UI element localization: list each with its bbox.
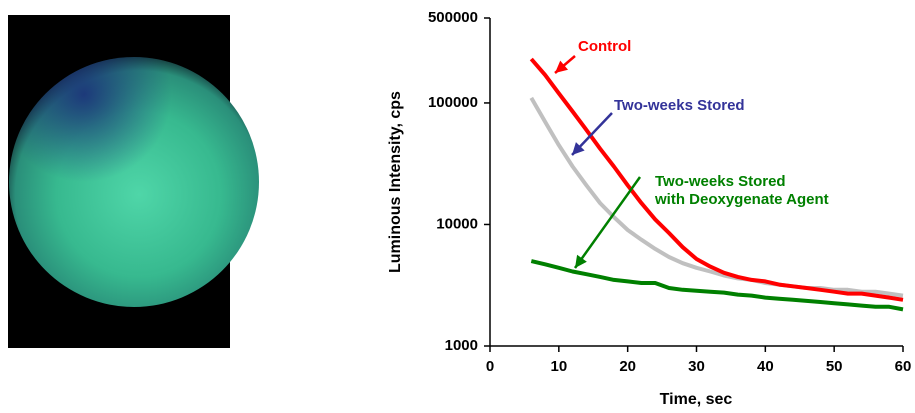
x-tick-label: 40 bbox=[757, 358, 774, 375]
y-tick-label: 100000 bbox=[428, 94, 478, 111]
annotation: Two-weeks Stored bbox=[614, 97, 745, 114]
x-tick-label: 20 bbox=[619, 358, 636, 375]
chart: Time, sec Luminous Intensity, cps 1000 10… bbox=[387, 9, 911, 408]
photo bbox=[8, 15, 259, 348]
annotation: with Deoxygenate Agent bbox=[654, 191, 829, 208]
y-tick-label: 10000 bbox=[436, 215, 478, 232]
x-tick-label: 0 bbox=[486, 358, 494, 375]
arrow-head bbox=[575, 254, 587, 268]
sphere-shade bbox=[9, 57, 259, 307]
series-line bbox=[529, 57, 904, 302]
x-tick-label: 30 bbox=[688, 358, 705, 375]
annotation-arrow bbox=[573, 176, 642, 269]
arrow-head bbox=[572, 142, 585, 155]
x-tick-label: 60 bbox=[895, 358, 912, 375]
series-line bbox=[529, 96, 904, 298]
x-tick-label: 10 bbox=[550, 358, 567, 375]
y-tick-label: 500000 bbox=[428, 9, 478, 26]
x-tick-label: 50 bbox=[826, 358, 843, 375]
annotation: Control bbox=[578, 38, 631, 55]
x-axis-label: Time, sec bbox=[660, 391, 733, 408]
arrow-head bbox=[555, 60, 569, 73]
annotation: Two-weeks Stored bbox=[655, 173, 786, 190]
y-tick-label: 1000 bbox=[445, 337, 478, 354]
y-axis-label: Luminous Intensity, cps bbox=[387, 91, 404, 273]
series-line bbox=[530, 259, 904, 312]
